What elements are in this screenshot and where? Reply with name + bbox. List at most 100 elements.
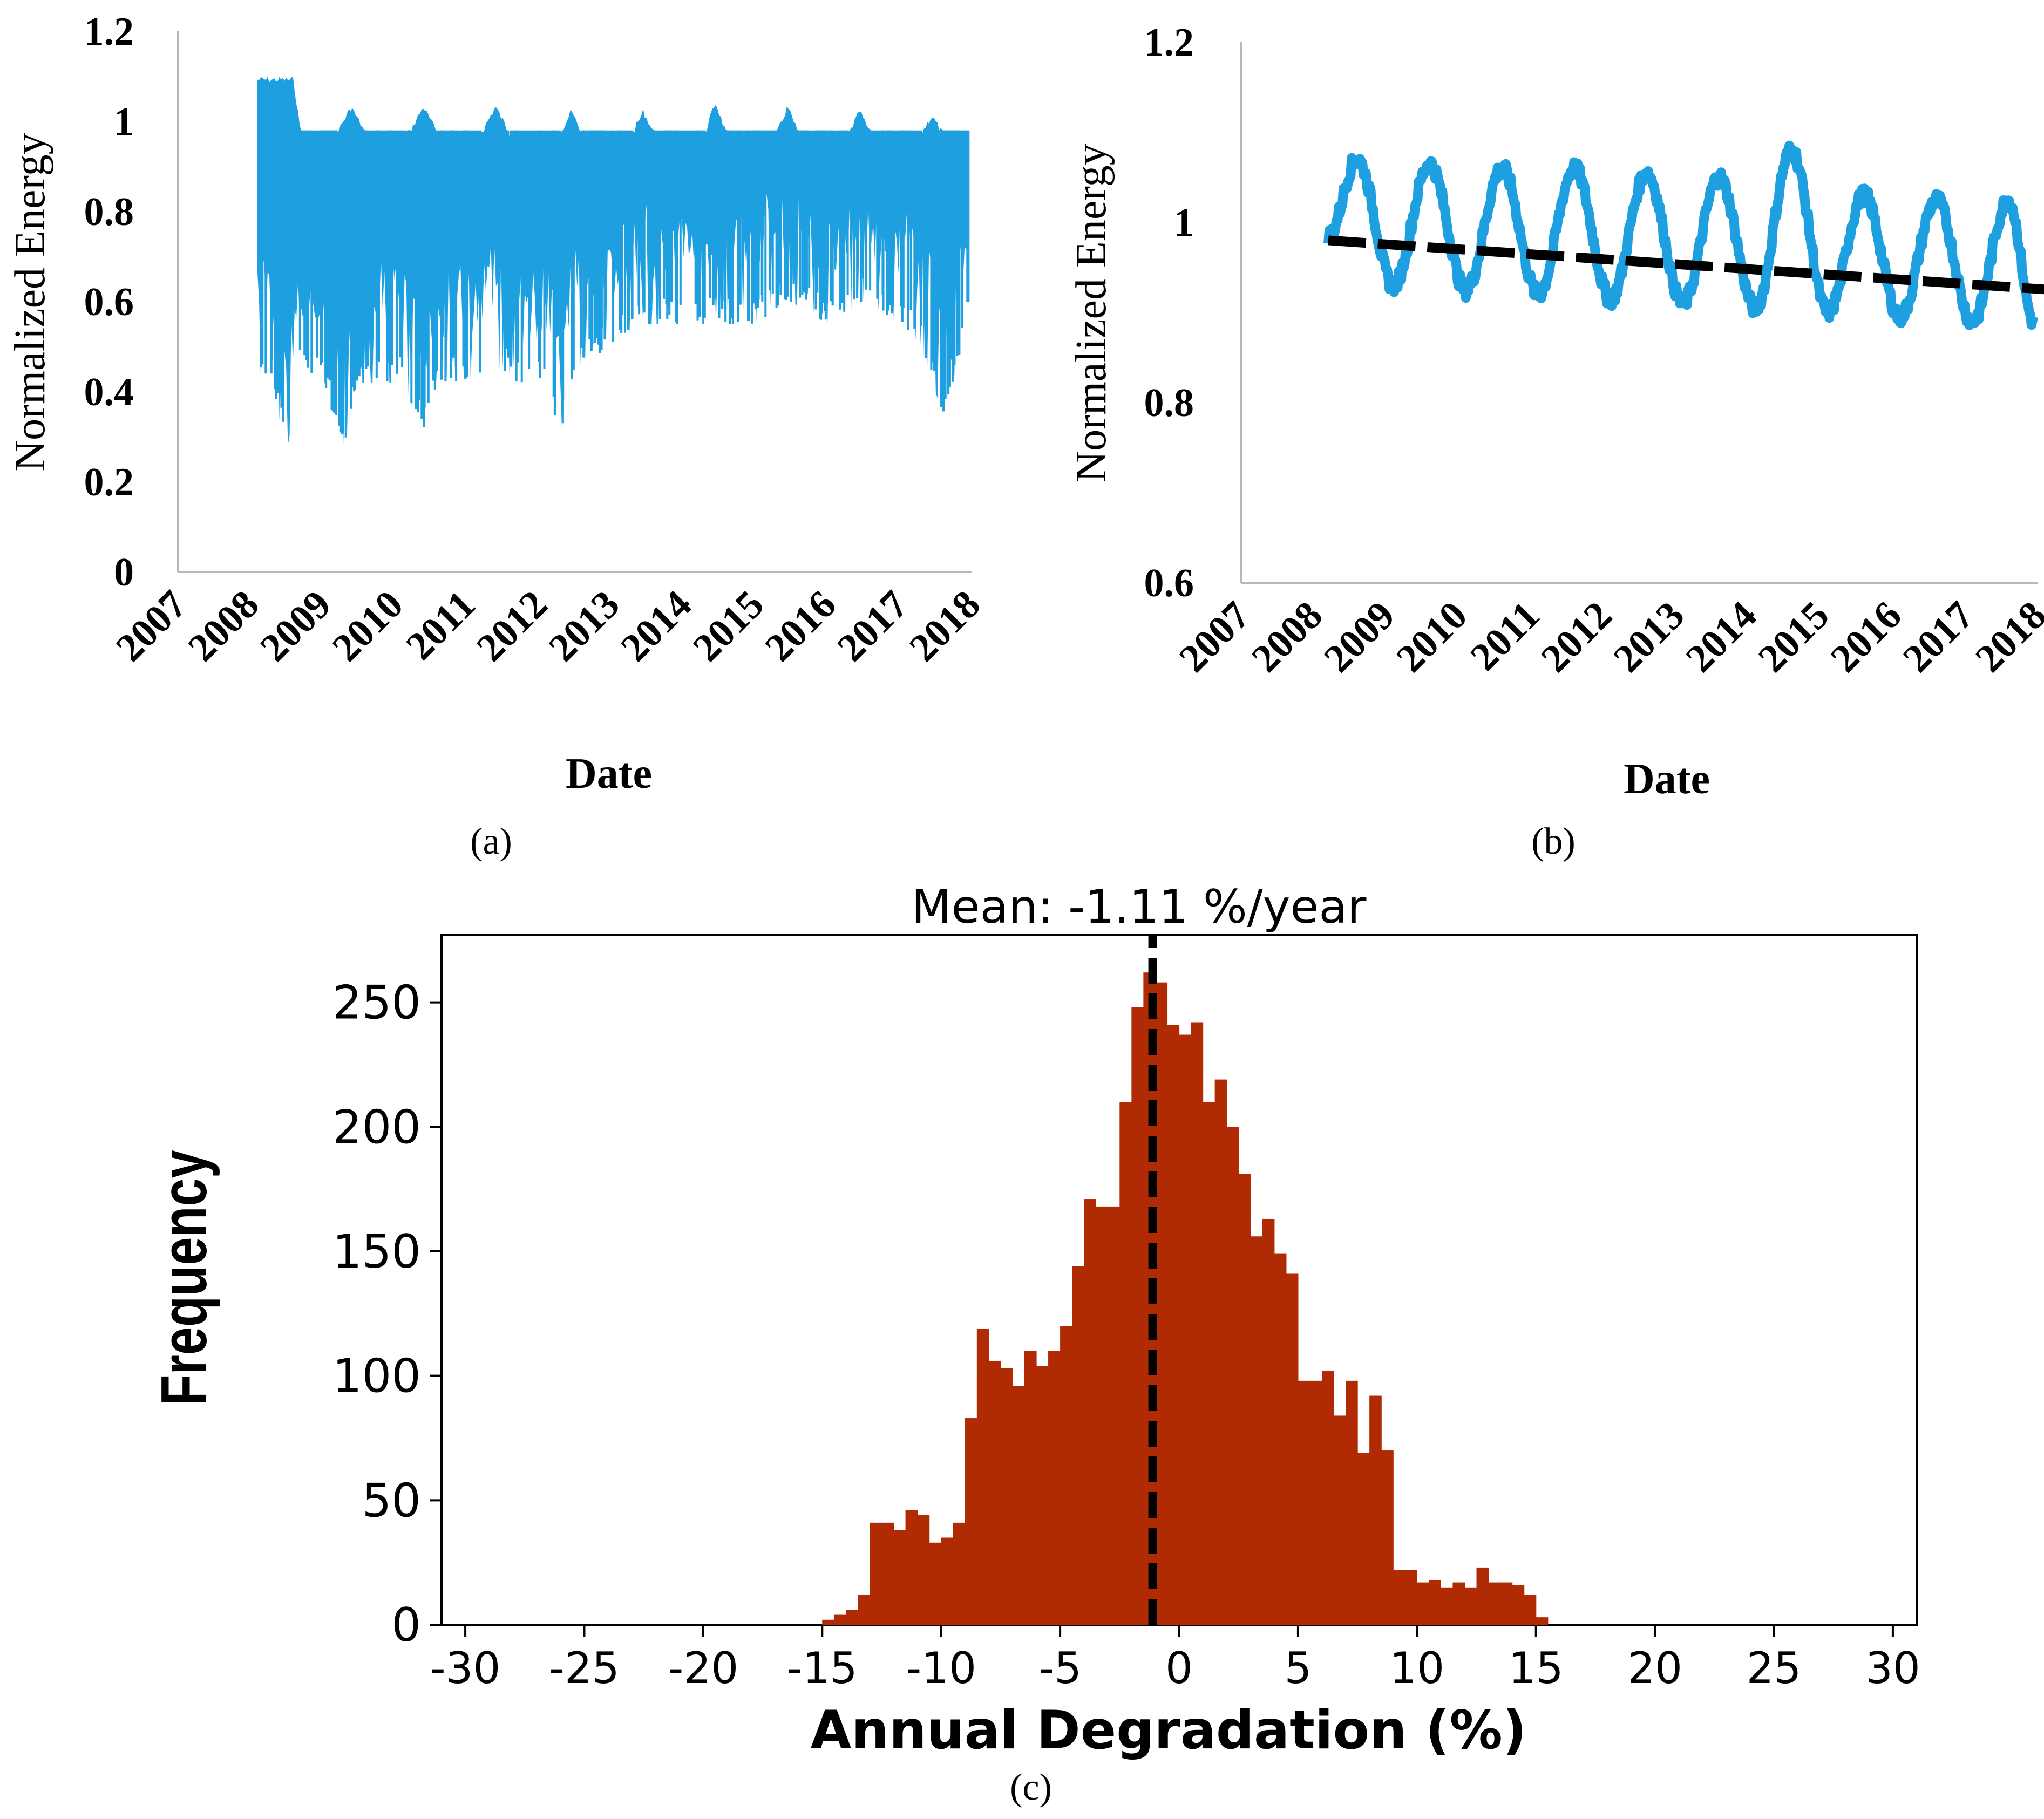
- panel-a-y-tick-label: 0.4: [84, 370, 134, 414]
- panel-a-x-tick-label: 2010: [324, 582, 412, 670]
- histogram-bar: [1405, 1570, 1417, 1625]
- histogram-bar: [1309, 1380, 1322, 1625]
- histogram-bar: [1512, 1585, 1525, 1625]
- panel-a-x-tick-label: 2007: [107, 582, 195, 670]
- histogram-bar: [1536, 1617, 1549, 1625]
- panel-c-x-tick-label: -5: [1038, 1643, 1082, 1693]
- panel-a-y-tick-label: 1: [114, 100, 134, 144]
- histogram-bar: [1072, 1266, 1084, 1625]
- panel-b-x-tick-label: 2017: [1894, 593, 1982, 681]
- panel-a-x-tick-label: 2014: [613, 582, 701, 670]
- histogram-bar: [1060, 1326, 1072, 1625]
- panel-a: 00.20.40.60.811.2 2007200820092010201120…: [6, 10, 989, 862]
- histogram-bar: [1357, 1453, 1370, 1625]
- panel-c-y-ticks: 0 50 100 150 200 250: [332, 976, 442, 1652]
- panel-a-caption: (a): [470, 821, 512, 862]
- histogram-bar: [1274, 1253, 1287, 1625]
- histogram-bar: [1084, 1199, 1096, 1625]
- histogram-bar: [1179, 1034, 1192, 1625]
- panel-c-y-tick-label: 200: [332, 1100, 421, 1154]
- histogram-bar: [1131, 1007, 1144, 1625]
- panel-c-x-tick-label: 15: [1509, 1643, 1564, 1693]
- panel-c-x-tick-label: 30: [1865, 1643, 1920, 1693]
- histogram-bar: [822, 1619, 834, 1625]
- panel-b-x-tick-label: 2009: [1316, 593, 1404, 681]
- histogram-bar: [976, 1328, 989, 1625]
- histogram-bar: [1393, 1570, 1405, 1625]
- panel-c-x-tick-label: 5: [1284, 1643, 1312, 1693]
- histogram-bar: [1119, 1102, 1132, 1625]
- panel-a-x-tick-label: 2013: [540, 582, 628, 670]
- panel-b-y-tick-label: 1.2: [1144, 21, 1194, 65]
- panel-b-x-tick-label: 2016: [1822, 593, 1910, 681]
- panel-c: 0 50 100 150 200 250 -30 -25 -20 -15 -10 -5 0 5 10 15 2…: [148, 880, 1920, 1808]
- histogram-bar: [1000, 1368, 1013, 1625]
- panel-c-x-tick-label: 25: [1747, 1643, 1802, 1693]
- panel-b-x-tick-label: 2018: [1967, 593, 2044, 681]
- histogram-bar: [1155, 982, 1168, 1625]
- panel-c-histogram-bars: [822, 972, 1549, 1625]
- panel-a-x-tick-label: 2018: [901, 582, 989, 670]
- histogram-bar: [1203, 1102, 1215, 1625]
- panel-c-y-tick-label: 100: [332, 1350, 421, 1404]
- panel-c-x-tick-label: 10: [1389, 1643, 1444, 1693]
- panel-a-x-tick-labels: 2007200820092010201120122013201420152016…: [107, 582, 989, 670]
- panel-b-y-tick-label: 0.8: [1144, 381, 1194, 425]
- panel-c-y-tick-label: 150: [332, 1225, 421, 1279]
- histogram-bar: [858, 1595, 871, 1625]
- panel-c-caption: (c): [1010, 1767, 1052, 1808]
- histogram-bar: [1369, 1395, 1382, 1625]
- panel-c-x-ticks: -30 -25 -20 -15 -10 -5 0 5 10 15 20 25 30: [430, 1625, 1920, 1693]
- histogram-bar: [953, 1522, 966, 1625]
- histogram-bar: [846, 1610, 859, 1625]
- panel-b-y-tick-labels: 0.6 0.8 1 1.2: [1144, 21, 1194, 605]
- panel-a-x-tick-label: 2011: [398, 582, 484, 669]
- panel-b-x-tick-label: 2011: [1462, 593, 1549, 679]
- panel-a-y-tick-labels: 0 0.2 0.4 0.6 0.8 1 1.2: [84, 10, 134, 595]
- histogram-bar: [1096, 1206, 1108, 1625]
- panel-b-x-tick-labels: 2007200820092010201120122013201420152016…: [1171, 593, 2044, 681]
- panel-b-y-tick-label: 1: [1174, 201, 1194, 245]
- panel-a-x-tick-label: 2016: [757, 582, 845, 670]
- panel-a-y-tick-label: 1.2: [84, 10, 134, 54]
- panel-b-x-axis-title: Date: [1624, 755, 1710, 803]
- histogram-bar: [1346, 1380, 1358, 1625]
- histogram-bar: [965, 1418, 977, 1625]
- histogram-bar: [1036, 1366, 1049, 1625]
- histogram-bar: [1226, 1127, 1239, 1625]
- histogram-bar: [1488, 1582, 1501, 1625]
- panel-b-y-tick-label: 0.6: [1144, 561, 1194, 605]
- panel-a-y-tick-label: 0: [114, 550, 134, 595]
- panel-b: 0.6 0.8 1 1.2 20072008200920102011201220132…: [1068, 21, 2044, 862]
- histogram-bar: [881, 1522, 894, 1625]
- histogram-bar: [1500, 1582, 1513, 1625]
- histogram-bar: [1429, 1579, 1441, 1625]
- histogram-bar: [1024, 1351, 1037, 1625]
- histogram-bar: [1524, 1595, 1537, 1625]
- histogram-bar: [1441, 1587, 1454, 1625]
- panel-a-x-tick-label: 2012: [468, 582, 556, 670]
- histogram-bar: [1286, 1273, 1299, 1625]
- histogram-bar: [988, 1360, 1001, 1625]
- panel-b-x-tick-label: 2010: [1388, 593, 1476, 681]
- histogram-bar: [1381, 1450, 1394, 1625]
- panel-c-x-tick-label: -30: [430, 1643, 501, 1693]
- panel-a-x-axis-title: Date: [566, 750, 652, 798]
- panel-b-x-tick-label: 2015: [1750, 593, 1838, 681]
- histogram-bar: [1417, 1582, 1429, 1625]
- panel-c-x-tick-label: -20: [668, 1643, 739, 1693]
- histogram-bar: [1476, 1567, 1489, 1625]
- histogram-bar: [1214, 1079, 1227, 1625]
- panel-c-x-tick-label: 20: [1627, 1643, 1682, 1693]
- histogram-bar: [1108, 1206, 1120, 1625]
- histogram-bar: [1298, 1380, 1310, 1625]
- panel-a-x-tick-label: 2015: [684, 582, 772, 670]
- histogram-bar: [1321, 1371, 1334, 1625]
- panel-a-y-tick-label: 0.8: [84, 190, 134, 234]
- histogram-bar: [870, 1522, 882, 1625]
- panel-b-trend-line: [1328, 235, 2044, 295]
- histogram-bar: [1048, 1351, 1061, 1625]
- histogram-bar: [917, 1515, 930, 1625]
- histogram-bar: [1191, 1022, 1204, 1625]
